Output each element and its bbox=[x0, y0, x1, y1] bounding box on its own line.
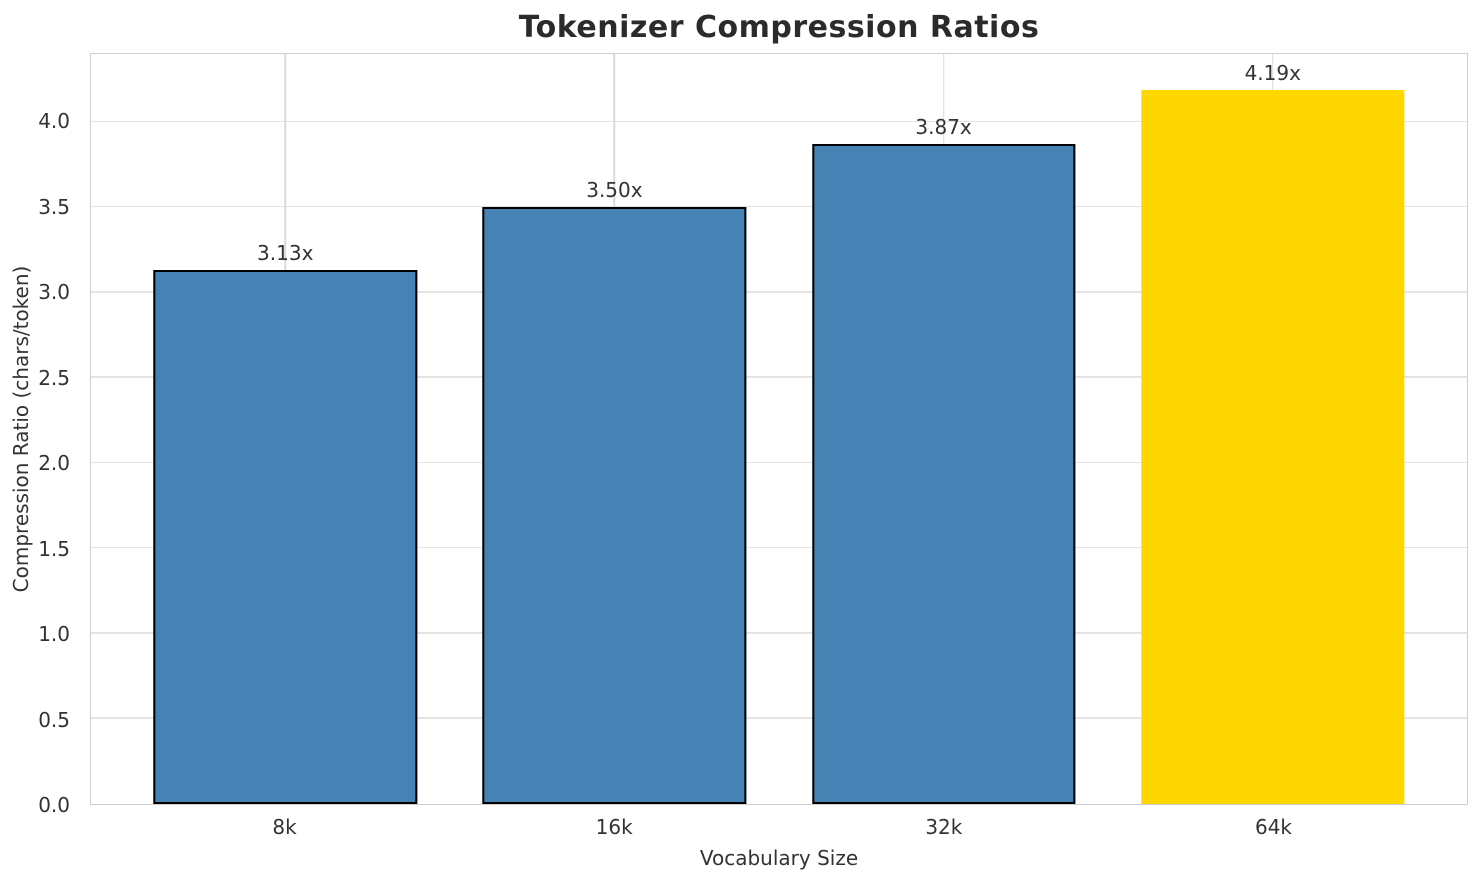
x-tick-label: 32k bbox=[925, 815, 963, 839]
x-tick-label: 16k bbox=[595, 815, 633, 839]
y-tick-label: 0.5 bbox=[38, 707, 70, 732]
y-tick-label: 1.0 bbox=[38, 622, 70, 647]
x-tick-label: 8k bbox=[272, 815, 297, 839]
y-tick-label: 1.5 bbox=[38, 536, 70, 561]
x-tick-label: 64k bbox=[1254, 815, 1292, 839]
plot-area: 3.13x 3.50x 3.87x 4.19x bbox=[90, 53, 1468, 805]
bar-value-label: 3.50x bbox=[586, 178, 643, 203]
horizontal-gridline bbox=[91, 120, 1467, 123]
bar-16k bbox=[482, 207, 747, 804]
horizontal-gridline bbox=[91, 205, 1467, 208]
y-tick-label: 4.0 bbox=[38, 109, 70, 134]
y-axis-ticks: 0.0 0.5 1.0 1.5 2.0 2.5 3.0 3.5 4.0 bbox=[0, 53, 80, 817]
horizontal-gridline bbox=[91, 461, 1467, 464]
y-tick-label: 2.5 bbox=[38, 365, 70, 390]
y-tick-label: 0.0 bbox=[38, 793, 70, 817]
bar-value-label: 4.19x bbox=[1244, 60, 1301, 85]
bar-value-label: 3.13x bbox=[257, 241, 314, 266]
bar-value-label: 3.87x bbox=[915, 115, 972, 140]
bar-32k bbox=[811, 144, 1076, 804]
x-axis-ticks: 8k 16k 32k 64k bbox=[90, 809, 1468, 841]
bar-64k bbox=[1141, 89, 1405, 804]
horizontal-gridline bbox=[91, 291, 1467, 293]
horizontal-gridline bbox=[91, 632, 1467, 634]
horizontal-gridline bbox=[91, 546, 1467, 549]
y-axis-label: Compression Ratio (chars/token) bbox=[9, 265, 33, 593]
y-tick-label: 3.5 bbox=[38, 194, 70, 219]
horizontal-gridline bbox=[91, 376, 1467, 378]
horizontal-gridline bbox=[91, 717, 1467, 719]
chart-title: Tokenizer Compression Ratios bbox=[518, 10, 1040, 45]
y-tick-label: 2.0 bbox=[38, 451, 70, 476]
x-axis-label: Vocabulary Size bbox=[699, 846, 859, 870]
bar-8k bbox=[153, 270, 417, 804]
y-tick-label: 3.0 bbox=[38, 280, 70, 305]
